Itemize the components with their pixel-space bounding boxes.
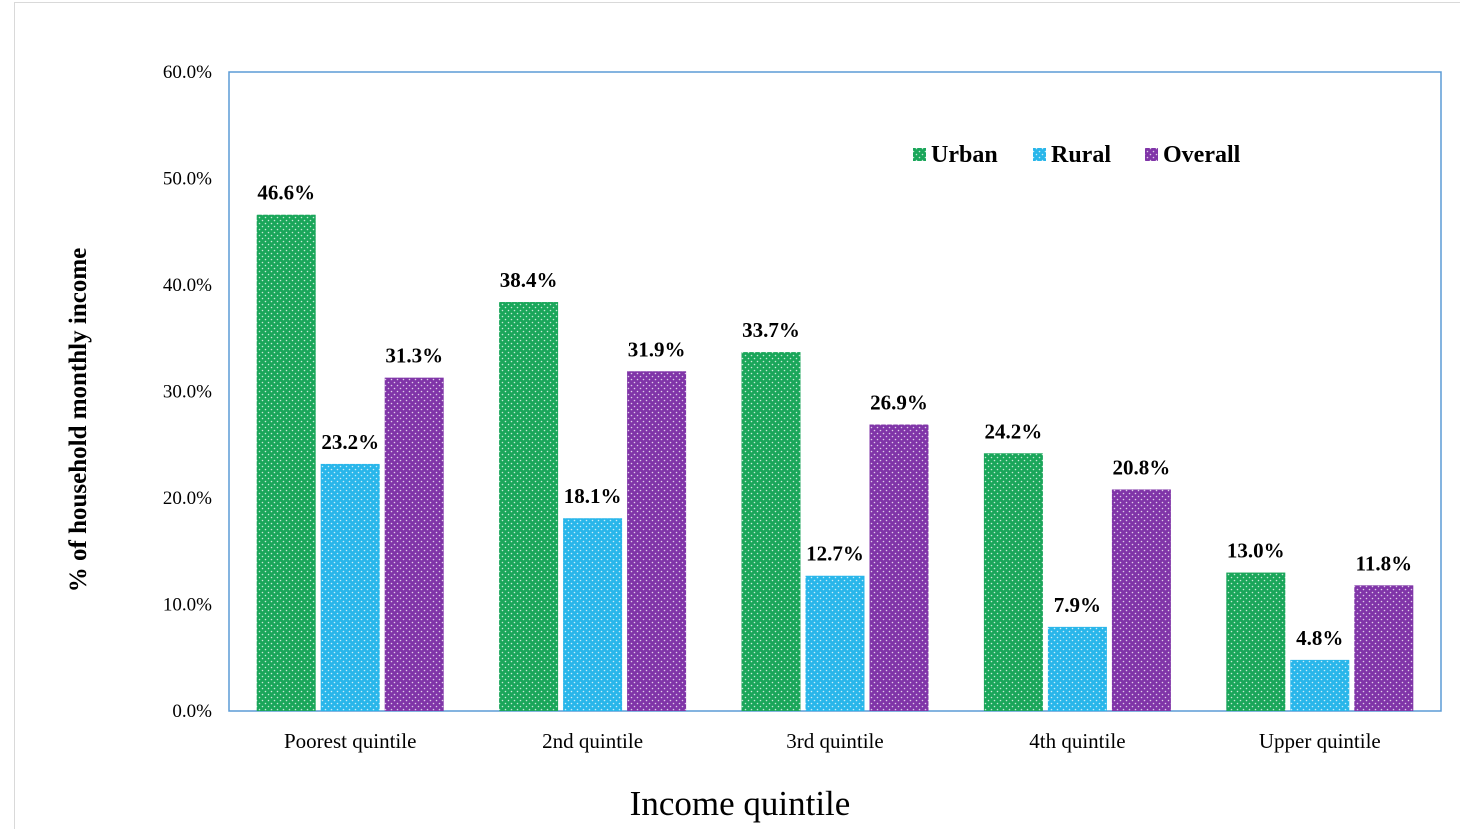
bar-overall xyxy=(1354,585,1414,711)
data-label: 13.0% xyxy=(1227,539,1285,563)
x-axis-label: Income quintile xyxy=(630,784,851,823)
data-labels: 46.6% 23.2% 31.3% 38.4% 18.1% 31.9% 33.7% 12.7%… xyxy=(257,181,1412,650)
y-tick-label: 30.0% xyxy=(163,382,212,403)
data-label: 31.9% xyxy=(628,337,686,361)
legend-label: Rural xyxy=(1051,142,1111,168)
bar-rural xyxy=(805,575,865,711)
y-tick-label: 50.0% xyxy=(163,169,212,190)
legend-label: Urban xyxy=(931,142,998,168)
bar-rural xyxy=(320,463,380,711)
data-label: 20.8% xyxy=(1113,455,1171,479)
y-axis-ticks: 0.0% 10.0% 20.0% 30.0% 40.0% 50.0% 60.0% xyxy=(163,62,212,722)
data-label: 18.1% xyxy=(564,484,622,508)
legend: Urban Rural Overall xyxy=(913,142,1241,168)
bar-overall xyxy=(384,377,444,711)
bar-rural xyxy=(1047,626,1107,711)
data-label: 12.7% xyxy=(806,542,864,566)
x-axis-ticks: Poorest quintile 2nd quintile 3rd quintile… xyxy=(284,729,1381,753)
data-label: 26.9% xyxy=(870,391,928,415)
y-tick-label: 20.0% xyxy=(163,488,212,509)
data-label: 7.9% xyxy=(1054,593,1101,617)
legend-item-rural: Rural xyxy=(1033,142,1111,168)
y-tick-label: 60.0% xyxy=(163,62,212,83)
bar-urban xyxy=(983,453,1043,711)
legend-swatch xyxy=(913,148,926,161)
data-label: 31.3% xyxy=(385,344,443,368)
x-tick-label: Poorest quintile xyxy=(284,729,416,753)
legend-swatch xyxy=(1033,148,1046,161)
bar-overall xyxy=(627,371,687,711)
y-axis-label: % of household monthly income xyxy=(65,248,92,592)
bar-overall xyxy=(869,424,929,711)
data-label: 33.7% xyxy=(742,318,800,342)
bar-urban xyxy=(499,302,559,711)
y-tick-label: 0.0% xyxy=(172,701,212,722)
data-label: 4.8% xyxy=(1296,626,1343,650)
y-tick-label: 10.0% xyxy=(163,595,212,616)
data-label: 46.6% xyxy=(257,181,315,205)
legend-item-overall: Overall xyxy=(1145,142,1241,168)
data-label: 38.4% xyxy=(500,268,558,292)
legend-label: Overall xyxy=(1163,142,1241,168)
bar-urban xyxy=(1226,572,1286,711)
legend-swatch xyxy=(1145,148,1158,161)
x-tick-label: Upper quintile xyxy=(1259,729,1381,753)
bar-rural xyxy=(563,518,623,711)
bar-urban xyxy=(256,214,316,711)
chart-frame xyxy=(14,2,1460,829)
data-label: 24.2% xyxy=(985,419,1043,443)
legend-item-urban: Urban xyxy=(913,142,998,168)
bar-overall xyxy=(1111,489,1171,711)
bar-rural xyxy=(1290,659,1350,711)
data-label: 11.8% xyxy=(1356,551,1413,575)
y-tick-label: 40.0% xyxy=(163,275,212,296)
data-label: 23.2% xyxy=(321,430,379,454)
x-tick-label: 3rd quintile xyxy=(786,729,883,753)
bars xyxy=(256,214,1414,711)
x-tick-label: 4th quintile xyxy=(1029,729,1125,753)
x-tick-label: 2nd quintile xyxy=(542,729,643,753)
bar-urban xyxy=(741,352,801,711)
